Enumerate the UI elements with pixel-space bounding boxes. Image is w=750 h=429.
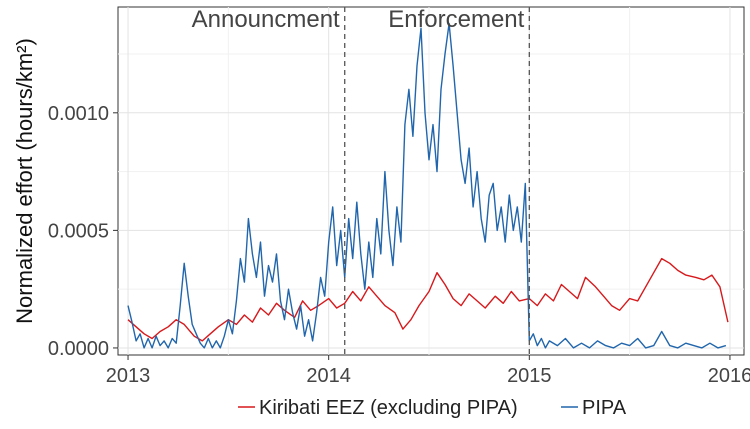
series-line-pipa bbox=[127, 22, 727, 349]
x-axis: 2013 2014 2015 2016 bbox=[106, 355, 750, 387]
annotation-label: Enforcement bbox=[388, 6, 524, 33]
annotation-layer: Announcment Enforcement bbox=[192, 6, 530, 355]
y-axis-title: Normalized effort (hours/km²) bbox=[12, 38, 37, 324]
y-tick-label: 0.0010 bbox=[48, 103, 109, 125]
legend-label: PIPA bbox=[582, 397, 627, 419]
x-tick-label: 2015 bbox=[507, 365, 552, 387]
x-tick-label: 2014 bbox=[306, 365, 351, 387]
annotation-label: Announcment bbox=[192, 6, 340, 33]
plot-panel bbox=[117, 6, 745, 356]
y-tick-label: 0.0005 bbox=[48, 220, 109, 242]
y-tick-label: 0.0000 bbox=[48, 338, 109, 360]
x-tick-label: 2013 bbox=[106, 365, 151, 387]
series-layer bbox=[127, 22, 729, 349]
legend-label: Kiribati EEZ (excluding PIPA) bbox=[259, 397, 518, 419]
legend: Kiribati EEZ (excluding PIPA) PIPA bbox=[238, 397, 627, 419]
x-tick-label: 2016 bbox=[708, 365, 750, 387]
y-axis: 0.0000 0.0005 0.0010 bbox=[48, 103, 118, 360]
